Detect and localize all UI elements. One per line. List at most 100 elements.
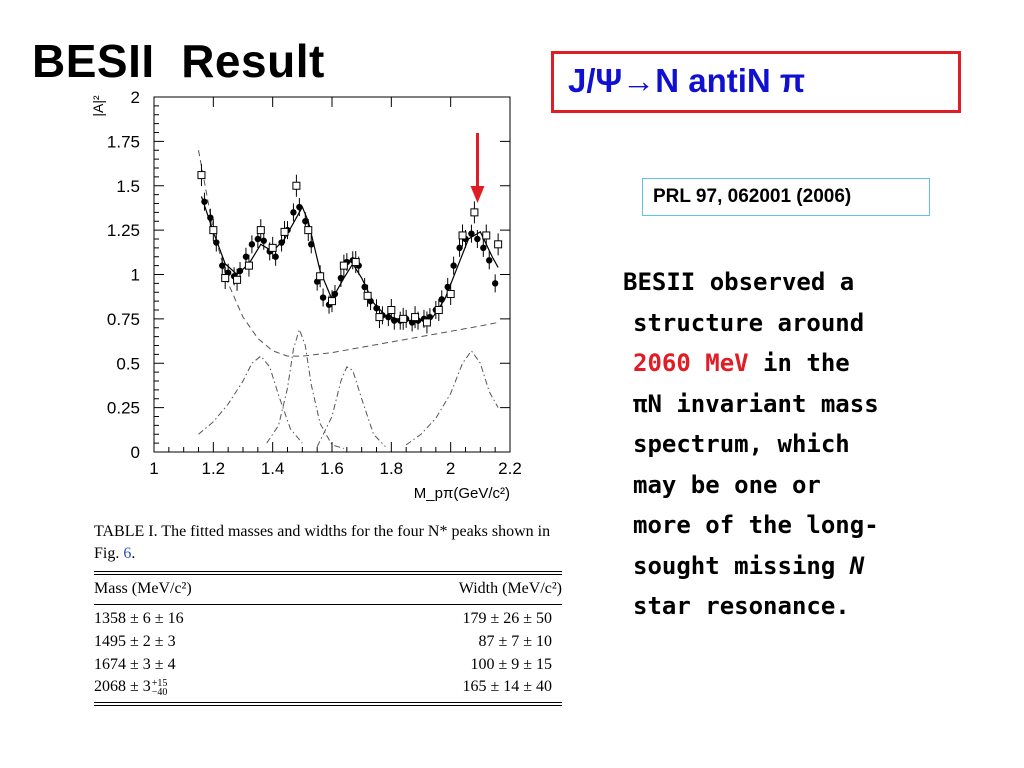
desc-line-1: BESII observed a [623, 268, 855, 296]
data-point-open [244, 261, 253, 270]
fit-curve-dash-dot [198, 355, 303, 444]
data-point-open [494, 240, 503, 249]
y-tick-label: 0 [131, 443, 140, 462]
header-mass: Mass (MeV/c²) [94, 580, 192, 597]
data-point-filled [438, 296, 445, 303]
fit-curve-dash-dot [316, 366, 386, 448]
x-tick-label: 1 [149, 459, 158, 478]
x-tick-label: 1.6 [320, 459, 344, 478]
data-point-filled [456, 244, 463, 252]
data-point-open [268, 243, 277, 252]
plot-frame [153, 96, 511, 453]
data-point-filled [272, 253, 279, 260]
data-point-open [375, 313, 384, 322]
data-point-filled [319, 294, 327, 301]
data-point-open [434, 306, 443, 314]
desc-line-9: star resonance. [633, 592, 850, 620]
data-point-filled [444, 283, 451, 291]
header-width: Width (MeV/c²) [458, 580, 562, 597]
table-header: Mass (MeV/c²) Width (MeV/c²) [94, 580, 562, 600]
data-point-filled [290, 209, 297, 216]
data-point-open [422, 318, 431, 327]
y-tick-label: 1.25 [107, 221, 140, 240]
y-tick-label: 1 [131, 266, 140, 285]
data-point-open [458, 231, 467, 240]
data-point-filled [254, 235, 262, 243]
data-point-open [197, 171, 206, 180]
table-rule-bottom [94, 702, 562, 703]
reaction-suffix: N antiN π [655, 62, 806, 99]
reference-box: PRL 97, 062001 (2006) [642, 178, 930, 216]
data-point-filled [361, 283, 368, 291]
data-point-filled [278, 239, 285, 246]
data-point-filled [480, 244, 487, 252]
x-tick-label: 2 [446, 459, 455, 478]
fit-curve-dash-dot [266, 327, 345, 449]
x-tick-label: 1.2 [202, 459, 226, 478]
data-point-filled [468, 230, 475, 237]
data-point-open [399, 314, 408, 323]
x-tick-label: 1.8 [380, 459, 404, 478]
arrow-icon: → [622, 62, 656, 99]
data-point-filled [331, 290, 339, 298]
x-tick-label: 1.4 [261, 459, 285, 478]
data-point-open [304, 226, 313, 235]
y-axis-label: |A|² [90, 95, 106, 117]
data-point-filled [337, 274, 345, 282]
data-point-filled [302, 218, 309, 225]
desc-line-2: structure around [633, 308, 865, 337]
x-tick-label: 2.2 [498, 459, 522, 478]
figure-ref-link[interactable]: 6 [123, 545, 132, 562]
fit-curve-dash-dot [405, 349, 499, 446]
data-point-filled [219, 262, 226, 269]
table-row: 1674 ± 3 ± 4 100 ± 9 ± 15 [94, 656, 552, 673]
desc-line-8: sought missing N [633, 551, 865, 580]
data-point-open [221, 274, 230, 283]
data-point-open [411, 313, 420, 322]
table-rule-bottom-2 [94, 705, 562, 706]
slide-title: BESII Result [32, 35, 325, 87]
data-point-open [256, 226, 265, 235]
data-point-filled [491, 280, 499, 287]
data-point-filled [385, 313, 392, 321]
data-point-open [482, 231, 491, 240]
desc-line-6: may be one or [633, 470, 821, 499]
data-point-open [233, 275, 242, 284]
table-row: 2068 ± 3 +15 −40 165 ± 14 ± 40 [94, 678, 552, 698]
data-point-open [292, 181, 301, 190]
energy-highlight: 2060 MeV [633, 349, 749, 377]
data-point-open [470, 208, 479, 217]
data-point-filled [207, 214, 214, 221]
table-caption: TABLE I. The fitted masses and widths fo… [94, 523, 551, 562]
desc-line-5: spectrum, which [633, 430, 850, 458]
table-row: 1358 ± 6 ± 16 179 ± 26 ± 50 [94, 610, 552, 627]
data-point-open [339, 261, 348, 270]
data-point-filled [391, 317, 398, 324]
desc-line-4: πN invariant mass [633, 389, 879, 418]
table-rule-mid [94, 604, 562, 605]
peak-arrow-head [470, 186, 485, 203]
y-tick-label: 0.5 [116, 354, 140, 373]
reaction-box: J/Ψ→N antiN π [551, 51, 961, 113]
data-point-open [209, 226, 218, 235]
table-row: 1495 ± 2 ± 3 87 ± 7 ± 10 [94, 633, 552, 650]
desc-line-3: 2060 MeV in the [633, 349, 850, 377]
reaction-label: J/Ψ→N antiN π [568, 62, 805, 100]
data-point-filled [236, 267, 244, 275]
data-point-filled [296, 203, 303, 211]
fit-curve-dashed [198, 150, 499, 357]
reference-text: PRL 97, 062001 (2006) [653, 186, 852, 207]
y-tick-label: 2 [131, 88, 140, 107]
data-point-open [351, 258, 360, 267]
data-point-filled [201, 198, 208, 205]
data-point-open [363, 291, 372, 300]
data-point-open [446, 290, 455, 299]
table-rule-top-2 [94, 574, 562, 575]
reaction-prefix: J/Ψ [568, 62, 623, 99]
data-point-open [387, 306, 396, 314]
data-point-filled [242, 253, 250, 260]
data-point-filled [260, 237, 267, 244]
y-tick-label: 1.5 [116, 177, 140, 196]
data-point-filled [474, 235, 481, 243]
